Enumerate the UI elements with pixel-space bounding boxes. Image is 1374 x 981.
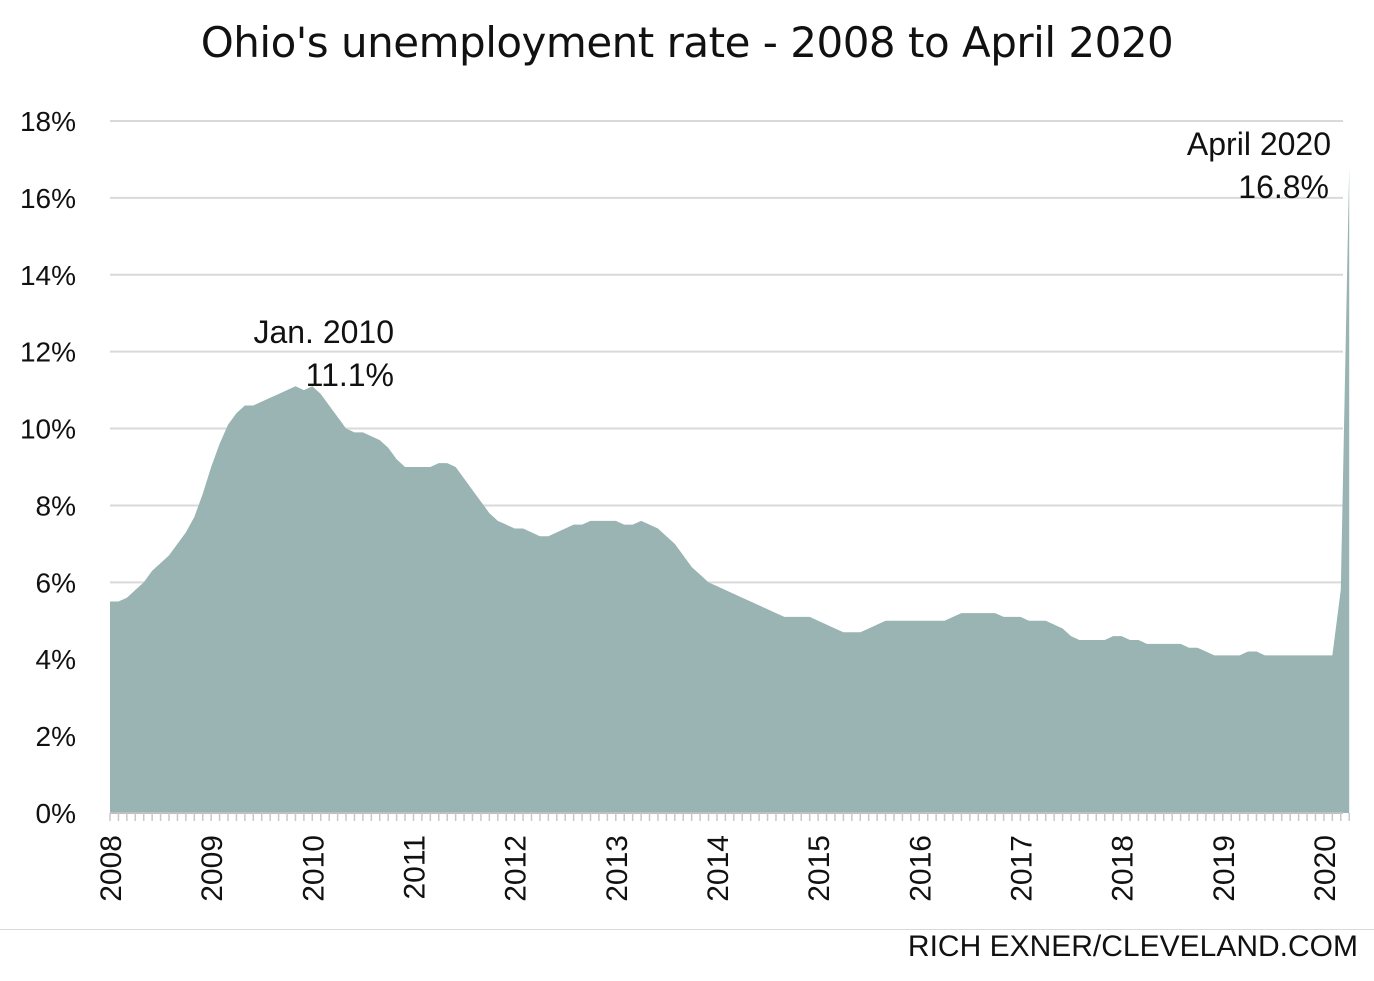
chart-title: Ohio's unemployment rate - 2008 to April… — [200, 18, 1174, 67]
x-tick-label: 2012 — [500, 835, 533, 902]
annotations: Jan. 2010 11.1% April 2020 16.8% — [253, 126, 1331, 393]
x-tick-label: 2018 — [1107, 835, 1140, 902]
y-tick-label: 14% — [20, 260, 76, 291]
x-tick-label: 2009 — [196, 835, 229, 902]
x-tick-label: 2008 — [95, 835, 128, 902]
y-tick-label: 10% — [20, 414, 76, 445]
y-axis: 0% 2% 4% 6% 8% 10% 12% 14% 16% 18% — [20, 106, 76, 829]
x-tick-label: 2014 — [702, 835, 735, 902]
y-tick-label: 0% — [36, 798, 76, 829]
footer-divider — [0, 929, 1374, 930]
x-axis: 2008 2009 2010 2011 2012 2013 2014 2015 2016 2017… — [95, 812, 1350, 902]
annotation-april-2020-value: 16.8% — [1238, 169, 1329, 205]
y-tick-label: 8% — [36, 490, 76, 521]
plot-area — [110, 167, 1350, 813]
x-tick-label: 2011 — [398, 835, 431, 900]
y-tick-label: 16% — [20, 183, 76, 214]
y-tick-label: 4% — [36, 644, 76, 675]
y-tick-label: 18% — [20, 106, 76, 137]
y-tick-label: 2% — [36, 721, 76, 752]
y-tick-label: 12% — [20, 337, 76, 368]
annotation-peak-2010-value: 11.1% — [306, 357, 394, 393]
annotation-peak-2010-label: Jan. 2010 — [253, 314, 394, 350]
x-tick-label: 2015 — [803, 835, 836, 902]
credit-line: RICH EXNER/CLEVELAND.COM — [907, 930, 1358, 963]
x-tick-label: 2019 — [1208, 835, 1241, 902]
x-tick-label: 2013 — [601, 835, 634, 902]
chart-area: 0%2%4%6%8%10%12%14%16%18% 2008 2009 2010 20… — [20, 106, 1350, 902]
x-tick-label: 2017 — [1005, 835, 1038, 902]
x-tick-label: 2016 — [904, 835, 937, 902]
x-tick-label: 2020 — [1309, 835, 1342, 902]
y-tick-label: 6% — [36, 567, 76, 598]
unemployment-area — [110, 167, 1350, 813]
annotation-april-2020-label: April 2020 — [1187, 126, 1331, 162]
x-tick-label: 2010 — [297, 835, 330, 902]
